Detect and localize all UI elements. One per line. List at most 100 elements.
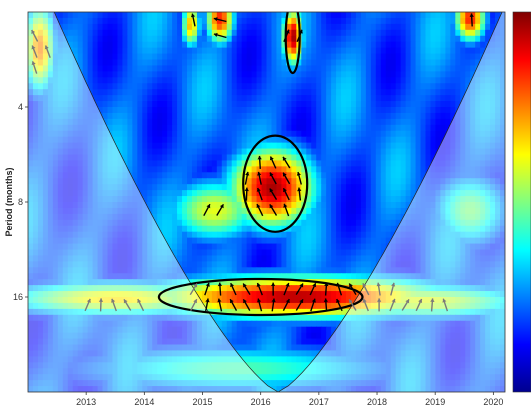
heatmap-cell — [500, 308, 505, 316]
heatmap-cell — [435, 243, 442, 251]
heatmap-cell — [346, 190, 352, 197]
heatmap-cell — [216, 255, 223, 262]
heatmap-cell — [350, 207, 357, 215]
heatmap-cell — [87, 142, 94, 150]
heatmap-cell — [326, 297, 332, 304]
heatmap-cell — [311, 172, 317, 179]
heatmap-cell — [445, 160, 451, 167]
heatmap-cell — [445, 261, 451, 268]
heatmap-cell — [420, 255, 427, 262]
heatmap-cell — [400, 249, 407, 257]
heatmap-cell — [316, 291, 322, 298]
heatmap-cell — [137, 243, 143, 251]
heatmap-cell — [82, 89, 89, 96]
heatmap-cell — [341, 17, 347, 25]
heatmap-cell — [196, 297, 203, 304]
heatmap-cell — [370, 166, 377, 173]
heatmap-cell — [157, 160, 163, 167]
heatmap-cell — [440, 279, 446, 286]
heatmap-cell — [430, 243, 437, 251]
heatmap-cell — [216, 267, 223, 274]
heatmap-cell — [82, 142, 89, 150]
heatmap-cell — [375, 172, 382, 179]
heatmap-cell — [271, 314, 278, 322]
heatmap-cell — [281, 89, 287, 96]
heatmap-cell — [450, 77, 456, 84]
heatmap-cell — [311, 112, 317, 120]
heatmap-cell — [177, 231, 183, 239]
heatmap-cell — [420, 166, 427, 173]
heatmap-cell — [390, 196, 397, 203]
heatmap-cell — [87, 130, 94, 138]
heatmap-cell — [172, 308, 178, 316]
heatmap-cell — [465, 207, 471, 215]
heatmap-cell — [107, 65, 114, 72]
heatmap-cell — [112, 249, 119, 257]
heatmap-cell — [425, 297, 432, 304]
heatmap-cell — [196, 124, 203, 132]
heatmap-cell — [400, 107, 407, 114]
heatmap-cell — [47, 267, 54, 274]
heatmap-cell — [435, 302, 442, 310]
heatmap-cell — [82, 148, 89, 156]
heatmap-cell — [450, 308, 456, 316]
heatmap-cell — [400, 231, 407, 239]
heatmap-cell — [415, 59, 422, 67]
heatmap-cell — [500, 41, 505, 49]
heatmap-cell — [400, 136, 407, 144]
heatmap-cell — [57, 184, 64, 191]
heatmap-cell — [355, 71, 362, 78]
heatmap-cell — [172, 101, 178, 108]
heatmap-cell — [62, 178, 69, 185]
heatmap-cell — [395, 53, 402, 61]
heatmap-cell — [62, 314, 69, 322]
heatmap-cell — [147, 184, 153, 191]
heatmap-cell — [157, 83, 163, 90]
heatmap-cell — [191, 65, 198, 72]
heatmap-cell — [172, 124, 178, 132]
heatmap-cell — [28, 213, 34, 221]
heatmap-cell — [102, 130, 109, 138]
heatmap-cell — [72, 184, 79, 191]
heatmap-cell — [435, 112, 442, 120]
heatmap-cell — [127, 243, 133, 251]
heatmap-cell — [52, 101, 59, 108]
heatmap-cell — [162, 160, 168, 167]
heatmap-cell — [291, 196, 297, 203]
heatmap-cell — [390, 267, 397, 274]
heatmap-cell — [355, 302, 362, 310]
heatmap-cell — [246, 308, 253, 316]
heatmap-cell — [37, 95, 44, 102]
heatmap-cell — [400, 243, 407, 251]
heatmap-cell — [177, 65, 183, 72]
heatmap-cell — [132, 12, 138, 19]
heatmap-cell — [316, 29, 322, 37]
heatmap-cell — [102, 178, 109, 185]
heatmap-cell — [82, 71, 89, 78]
heatmap-cell — [266, 225, 273, 233]
heatmap-cell — [77, 279, 84, 286]
heatmap-cell — [231, 160, 238, 167]
heatmap-cell — [191, 136, 198, 144]
heatmap-cell — [72, 154, 79, 162]
heatmap-cell — [370, 291, 377, 298]
heatmap-cell — [82, 202, 89, 209]
heatmap-cell — [231, 207, 238, 215]
heatmap-cell — [266, 71, 273, 78]
heatmap-cell — [177, 314, 183, 322]
heatmap-cell — [157, 95, 163, 102]
heatmap-cell — [271, 83, 278, 90]
heatmap-cell — [172, 196, 178, 203]
heatmap-cell — [167, 255, 173, 262]
heatmap-cell — [375, 95, 382, 102]
heatmap-cell — [87, 172, 94, 179]
heatmap-cell — [157, 302, 163, 310]
heatmap-cell — [221, 83, 228, 90]
heatmap-cell — [211, 154, 218, 162]
heatmap-cell — [326, 261, 332, 268]
heatmap-cell — [271, 261, 278, 268]
heatmap-cell — [350, 243, 357, 251]
heatmap-cell — [226, 190, 233, 197]
heatmap-cell — [137, 196, 143, 203]
heatmap-cell — [271, 249, 278, 257]
